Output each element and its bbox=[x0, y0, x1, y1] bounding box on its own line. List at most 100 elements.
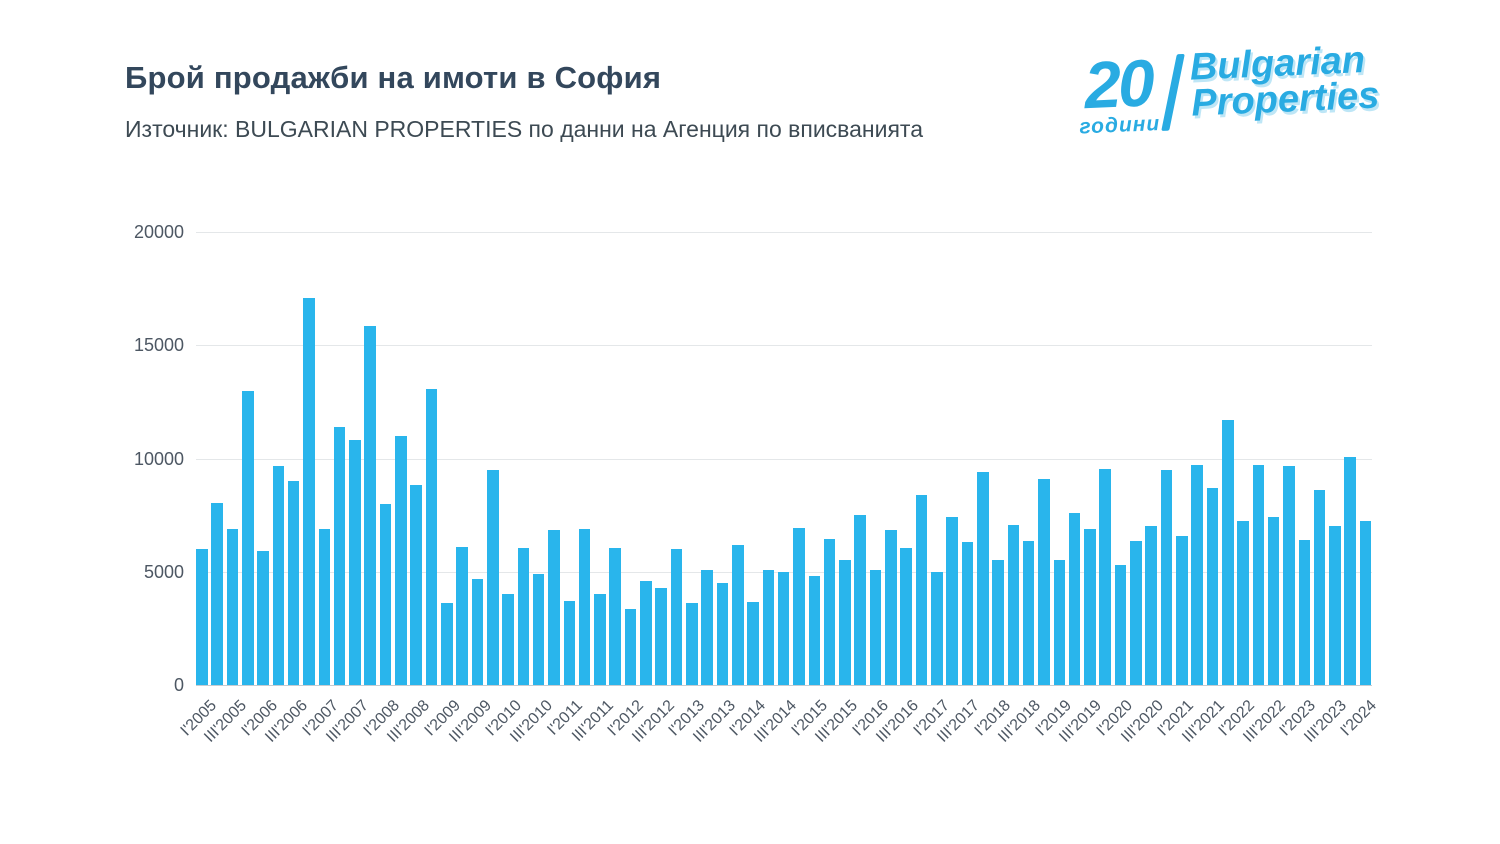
bar-I'2024 bbox=[1359, 520, 1372, 685]
bar-I'2009 bbox=[441, 603, 453, 685]
bar-I'2006 bbox=[257, 551, 269, 685]
bar-III'2007 bbox=[349, 440, 361, 685]
bar-I'2007 bbox=[318, 528, 331, 685]
bar-III'2018 bbox=[1022, 541, 1035, 685]
bar-IV'2006 bbox=[303, 297, 315, 685]
chart-header: Брой продажби на имоти в София Източник:… bbox=[125, 60, 923, 143]
bar-IV'2005 bbox=[241, 390, 254, 685]
bar-I'2019 bbox=[1053, 560, 1066, 685]
bar-III'2010 bbox=[532, 574, 545, 685]
bar-II'2010 bbox=[517, 547, 530, 685]
bar-IV'2008 bbox=[425, 389, 438, 685]
bar-I'2017 bbox=[931, 571, 943, 685]
bar-II'2017 bbox=[946, 517, 958, 685]
bar-IV'2015 bbox=[854, 515, 867, 685]
bar-III'2005 bbox=[226, 528, 239, 685]
bar-III'2023 bbox=[1329, 526, 1341, 685]
bar-II'2012 bbox=[640, 580, 652, 685]
bar-IV'2007 bbox=[364, 326, 377, 685]
bar-II'2018 bbox=[1007, 525, 1020, 685]
bar-II'2005 bbox=[211, 502, 223, 685]
bar-IV'2022 bbox=[1283, 466, 1295, 685]
bar-III'2013 bbox=[716, 583, 729, 685]
bar-II'2013 bbox=[701, 569, 713, 685]
bar-II'2008 bbox=[395, 435, 407, 685]
bar-III'2006 bbox=[287, 481, 300, 685]
y-axis-label-10000: 10000 bbox=[133, 448, 184, 469]
x-axis-labels: I'2005 III'2005 I'2006 III'2006 I'2007 III'20… bbox=[177, 691, 1380, 791]
bar-III'2015 bbox=[839, 560, 851, 685]
bar-II'2006 bbox=[272, 466, 285, 685]
bar-II'2009 bbox=[456, 546, 468, 685]
y-axis-label-5000: 5000 bbox=[143, 561, 184, 582]
gridline-15000 bbox=[196, 345, 1372, 347]
bar-II'2022 bbox=[1252, 465, 1265, 685]
bar-II'2023 bbox=[1313, 490, 1326, 685]
bar-chart: I'2005 III'2005 I'2006 III'2006 I'2007 III'20… bbox=[177, 232, 1380, 746]
bar-IV'2021 bbox=[1221, 420, 1234, 685]
logo-brand-line2: Properties bbox=[1190, 74, 1381, 125]
bar-I'2008 bbox=[379, 503, 392, 685]
bar-I'2005 bbox=[196, 549, 208, 685]
bar-IV'2017 bbox=[976, 472, 989, 685]
bar-I'2013 bbox=[686, 603, 698, 685]
bar-II'2020 bbox=[1130, 541, 1142, 685]
logo-20-years: 20 години bbox=[1076, 45, 1161, 139]
bar-II'2014 bbox=[762, 569, 775, 685]
bar-II'2011 bbox=[578, 528, 591, 685]
bar-I'2012 bbox=[624, 609, 637, 685]
logo-divider bbox=[1161, 53, 1185, 131]
bar-IV'2018 bbox=[1038, 478, 1050, 685]
gridline-20000 bbox=[196, 232, 1372, 233]
bar-IV'2010 bbox=[548, 529, 560, 685]
bar-I'2014 bbox=[747, 602, 759, 685]
bar-II'2016 bbox=[885, 529, 897, 685]
bar-I'2023 bbox=[1298, 540, 1311, 685]
bar-IV'2009 bbox=[486, 469, 499, 685]
logo-brand-text: Bulgarian Properties bbox=[1189, 39, 1381, 125]
bar-III'2019 bbox=[1084, 528, 1096, 685]
y-axis-labels: 0 5000 10000 15000 20000 bbox=[0, 222, 184, 695]
gridline-10000 bbox=[196, 458, 1372, 460]
y-axis-label-15000: 15000 bbox=[133, 335, 184, 356]
bar-I'2020 bbox=[1114, 564, 1127, 685]
bar-III'2020 bbox=[1145, 526, 1157, 685]
bar-III'2008 bbox=[410, 484, 422, 685]
bar-III'2009 bbox=[471, 578, 484, 685]
bar-II'2019 bbox=[1068, 512, 1081, 685]
bar-I'2010 bbox=[502, 594, 514, 685]
bar-IV'2011 bbox=[609, 547, 622, 685]
bar-III'2012 bbox=[655, 587, 667, 685]
logo-number: 20 bbox=[1082, 45, 1154, 123]
bar-IV'2014 bbox=[793, 527, 805, 685]
bar-III'2017 bbox=[961, 542, 974, 685]
y-axis-label-20000: 20000 bbox=[133, 222, 184, 242]
bar-III'2016 bbox=[900, 547, 912, 685]
source-subtitle: Източник: BULGARIAN PROPERTIES по данни … bbox=[125, 116, 923, 142]
bar-I'2022 bbox=[1237, 520, 1249, 685]
y-axis-label-0: 0 bbox=[173, 675, 184, 695]
bar-III'2022 bbox=[1267, 517, 1280, 685]
bar-III'2014 bbox=[777, 571, 790, 685]
bar-IV'2012 bbox=[670, 549, 683, 685]
bar-IV'2019 bbox=[1099, 468, 1112, 685]
bar-II'2007 bbox=[333, 426, 346, 685]
bars-area bbox=[196, 232, 1372, 685]
bar-III'2011 bbox=[594, 594, 606, 685]
bar-I'2015 bbox=[808, 576, 821, 685]
bar-IV'2013 bbox=[731, 544, 744, 685]
bar-I'2018 bbox=[992, 560, 1004, 685]
bar-IV'2023 bbox=[1344, 457, 1357, 685]
bar-I'2016 bbox=[869, 569, 882, 685]
bar-IV'2016 bbox=[915, 494, 928, 685]
bar-IV'2020 bbox=[1160, 469, 1173, 685]
bar-III'2021 bbox=[1206, 487, 1219, 685]
bar-II'2021 bbox=[1191, 465, 1203, 685]
logo-years-label: години bbox=[1078, 111, 1161, 139]
page-title: Брой продажби на имоти в София bbox=[125, 60, 662, 95]
bar-II'2015 bbox=[823, 538, 836, 685]
gridline-0 bbox=[196, 685, 1372, 686]
bar-I'2011 bbox=[563, 601, 576, 685]
bar-I'2021 bbox=[1176, 535, 1188, 685]
bulgarian-properties-logo: 20 години Bulgarian Properties bbox=[1076, 39, 1381, 139]
